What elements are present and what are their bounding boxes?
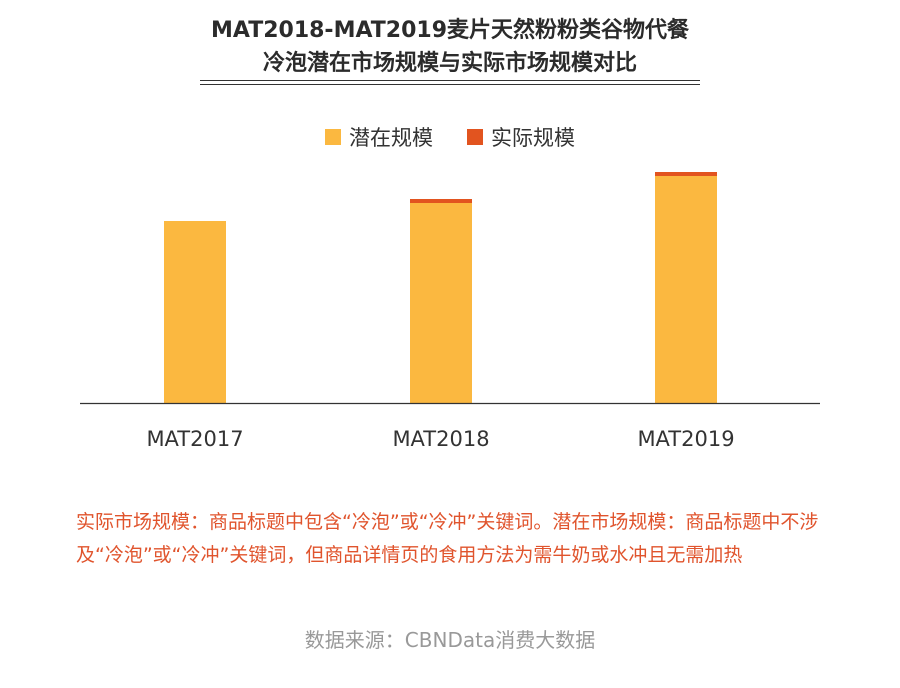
bar-potential-mat2017 bbox=[164, 221, 226, 403]
bar-chart: MAT2017 MAT2018 MAT2019 bbox=[80, 172, 820, 451]
chart-title-line-2: 冷泡潜在市场规模与实际市场规模对比 bbox=[262, 51, 637, 76]
x-tick-label-mat2017: MAT2017 bbox=[146, 427, 243, 451]
chart-title-line-1: MAT2018-MAT2019麦片天然粉粉类谷物代餐 bbox=[210, 18, 690, 43]
legend-item-potential: 潜在规模 bbox=[325, 122, 433, 152]
title-underline-bottom bbox=[200, 84, 700, 85]
legend-swatch-actual bbox=[467, 129, 483, 145]
bar-actual-mat2019 bbox=[655, 172, 717, 176]
legend-item-actual: 实际规模 bbox=[467, 122, 575, 152]
bar-potential-mat2018 bbox=[410, 203, 472, 403]
title-underline-top bbox=[200, 80, 700, 81]
bar-actual-mat2018 bbox=[410, 199, 472, 203]
bar-potential-mat2019 bbox=[655, 176, 717, 403]
x-tick-label-mat2019: MAT2019 bbox=[637, 427, 734, 451]
legend-swatch-potential bbox=[325, 129, 341, 145]
chart-legend: 潜在规模 实际规模 bbox=[0, 122, 900, 152]
footnote-definition: 实际市场规模：商品标题中包含“冷泡”或“冷冲”关键词。潜在市场规模：商品标题中不… bbox=[76, 511, 819, 566]
x-tick-label-mat2018: MAT2018 bbox=[392, 427, 489, 451]
data-source: 数据来源：CBNData消费大数据 bbox=[304, 628, 596, 652]
legend-label-potential: 潜在规模 bbox=[349, 126, 433, 150]
legend-label-actual: 实际规模 bbox=[491, 126, 575, 150]
